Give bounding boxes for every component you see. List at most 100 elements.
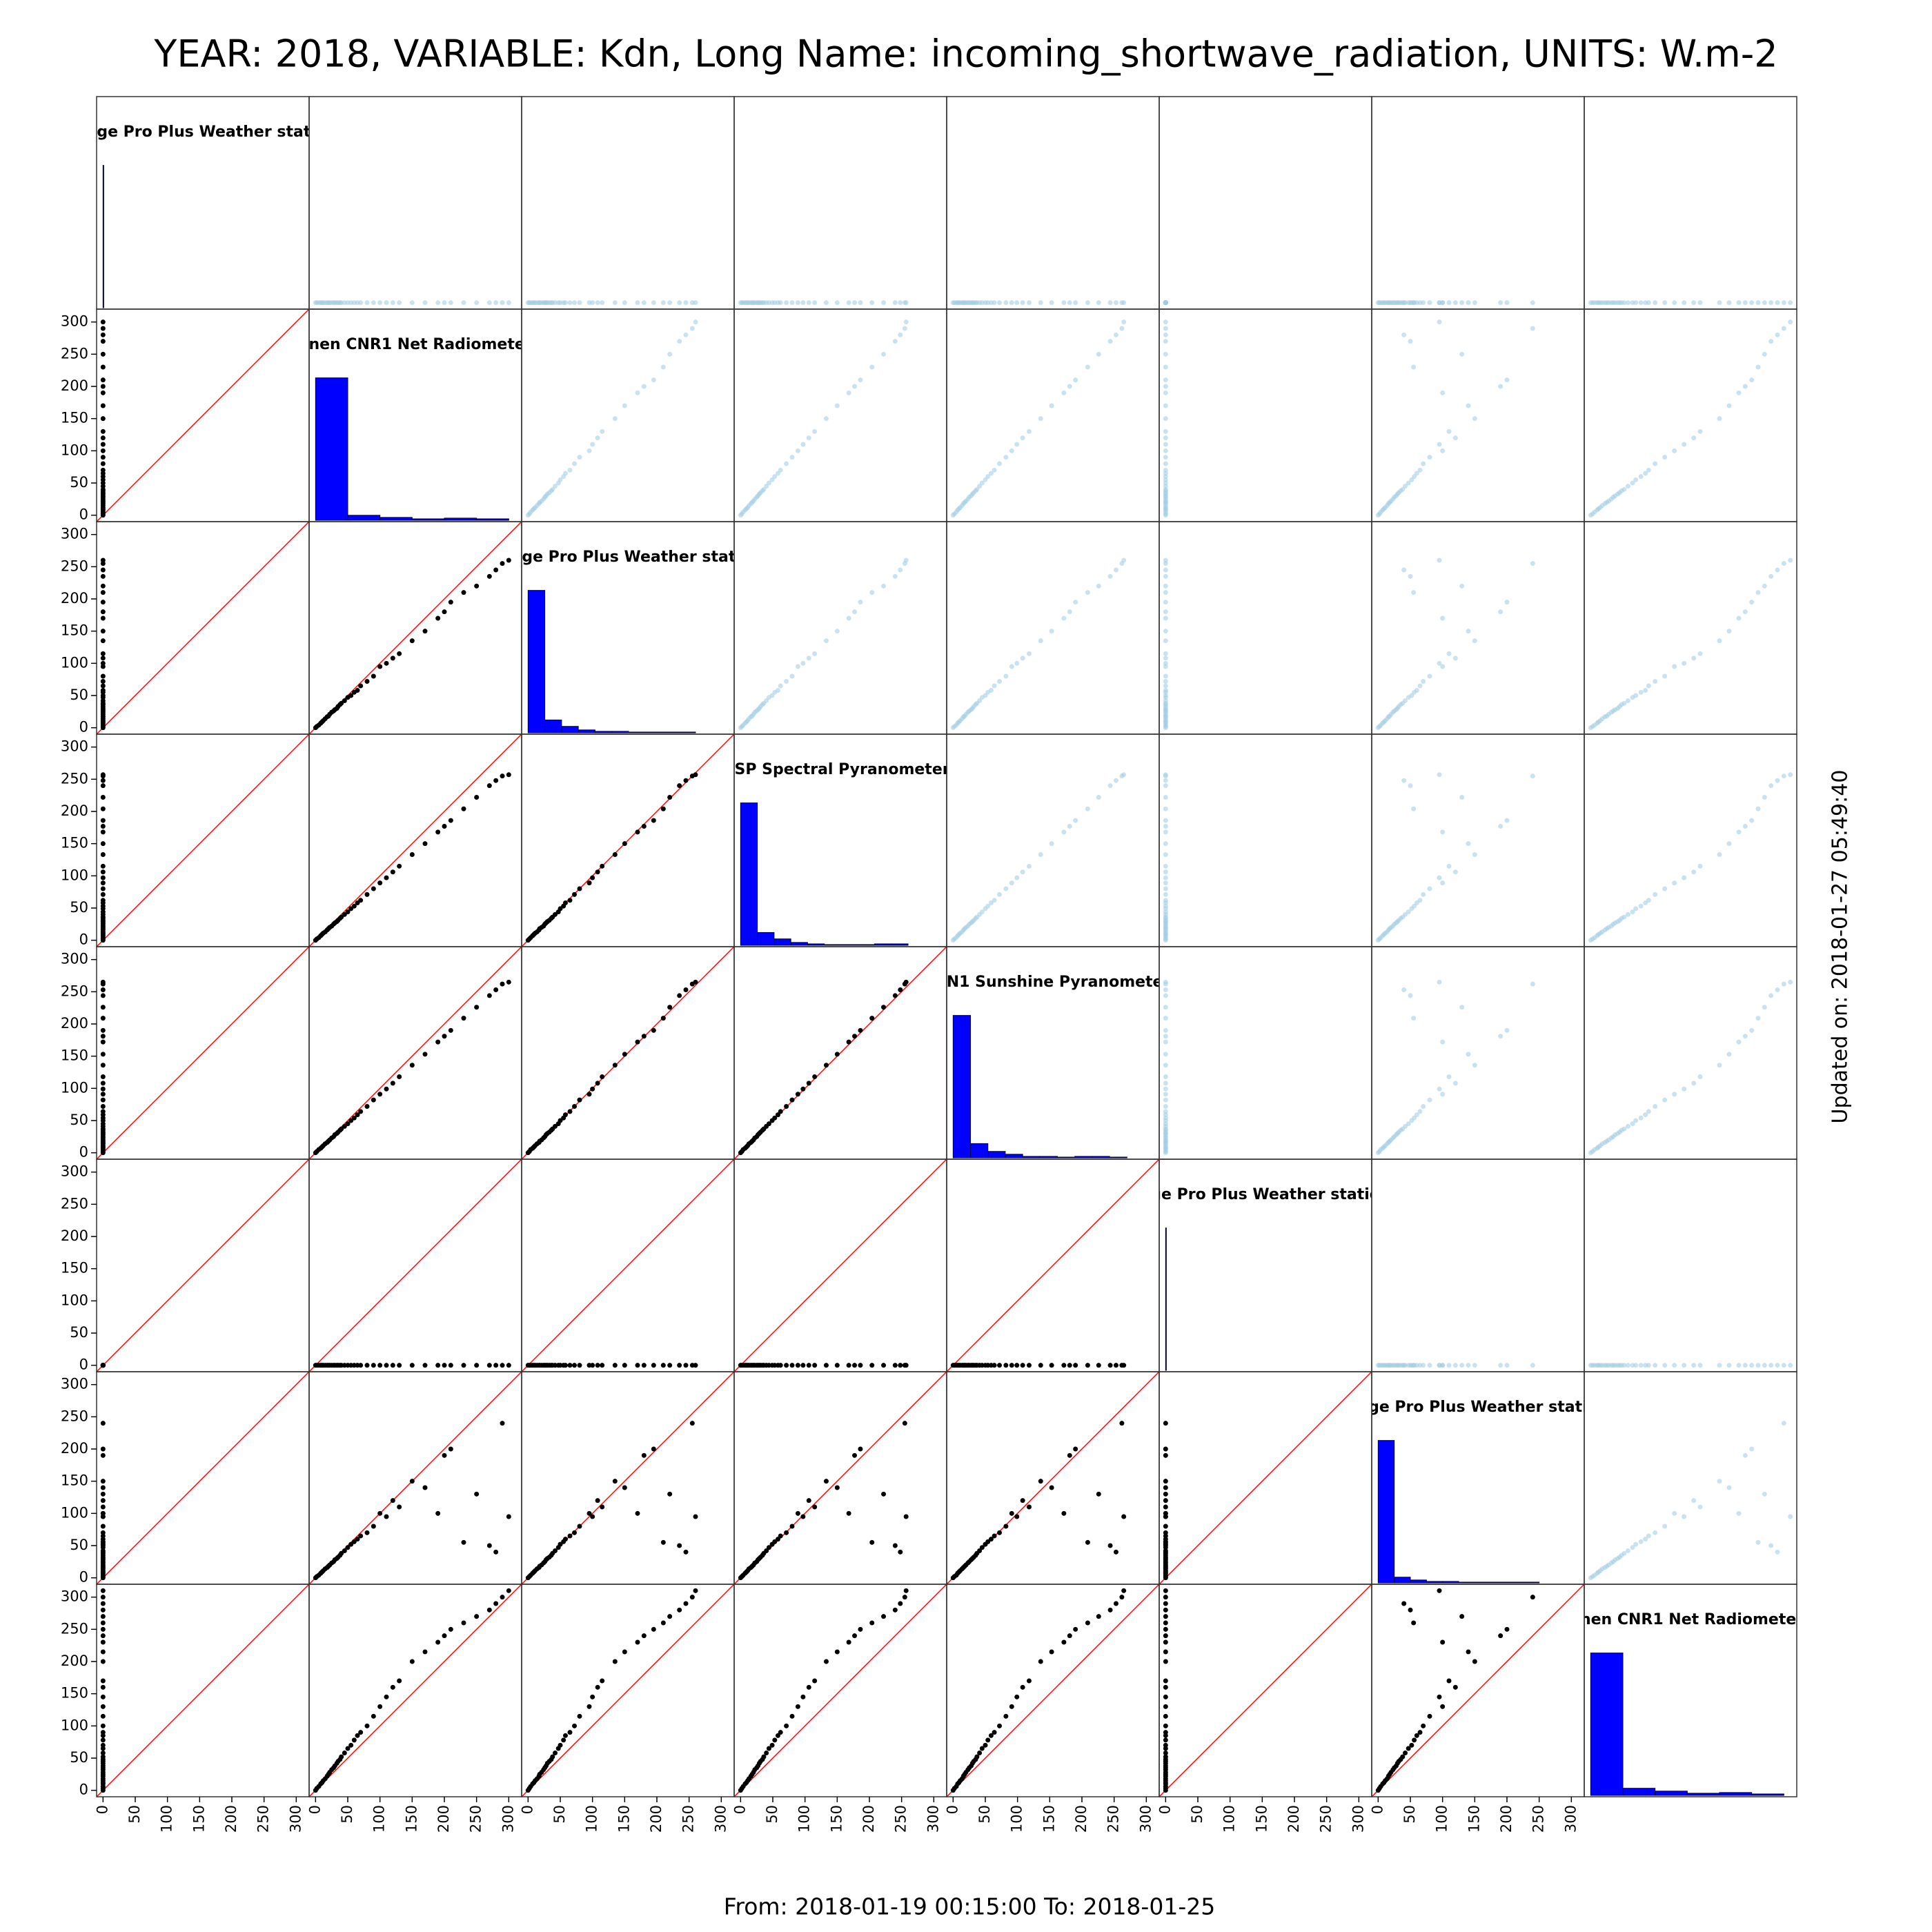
scatter-point-faint [1163, 573, 1168, 579]
scatter-point [903, 979, 909, 985]
scatter-point [1003, 1524, 1009, 1529]
hist-bar [527, 590, 546, 733]
scatter-point [348, 1541, 354, 1547]
scatter-point [660, 806, 666, 811]
scatter-point [1119, 1595, 1125, 1600]
scatter-point [683, 1601, 689, 1606]
scatter-point-faint [1121, 772, 1127, 778]
scatter-point [442, 1452, 447, 1458]
scatter-point [100, 1504, 106, 1510]
scatter-point-faint [1163, 660, 1168, 666]
scatter-point [100, 377, 106, 383]
scatter-point [409, 1659, 415, 1664]
x-tick-label: 300 [500, 1805, 516, 1833]
scatter-point [795, 1363, 800, 1368]
scatter-point-faint [1646, 898, 1651, 903]
scatter-point-faint [1672, 448, 1677, 453]
panel [1588, 319, 1793, 518]
panel [522, 1372, 734, 1584]
scatter-point [422, 1649, 428, 1655]
scatter-point-faint [1653, 891, 1658, 897]
scatter-point-faint [683, 332, 689, 337]
y-tick-label: 300 [61, 1163, 88, 1180]
scatter-point [348, 693, 354, 698]
scatter-point [100, 1694, 106, 1699]
scatter-point [409, 1479, 415, 1484]
scatter-point [442, 1034, 447, 1039]
scatter-point-faint [689, 326, 695, 331]
scatter-point [562, 1363, 568, 1368]
scatter-point-faint [1466, 1052, 1471, 1057]
scatter-point-faint [1625, 300, 1630, 306]
scatter-point [100, 683, 106, 689]
scatter-point-faint [789, 673, 795, 679]
scatter-point-faint [600, 300, 605, 306]
scatter-point [100, 783, 106, 789]
panel [309, 1159, 522, 1372]
scatter-point-faint [577, 300, 582, 306]
scatter-point-faint [1621, 1550, 1627, 1556]
scatter-point [448, 1363, 453, 1368]
scatter-point-faint [1697, 863, 1703, 869]
scatter-point [846, 1363, 851, 1368]
scatter-point [493, 778, 499, 783]
scatter-point-faint [1717, 1063, 1722, 1068]
x-tick-label: 150 [403, 1805, 420, 1833]
scatter-point [100, 428, 106, 434]
scatter-point-faint [1096, 583, 1101, 589]
scatter-point [1009, 1363, 1014, 1368]
scatter-point [358, 1533, 364, 1539]
panel [97, 1372, 309, 1584]
y-tick-label: 50 [70, 1537, 88, 1553]
hist-bar [594, 731, 613, 733]
scatter-point-faint [1009, 880, 1014, 886]
scatter-point [1038, 1479, 1043, 1484]
panel [97, 734, 309, 947]
scatter-point-faint [1417, 683, 1423, 689]
scatter-point [422, 1052, 428, 1057]
scatter-point-faint [1621, 300, 1627, 306]
scatter-point-faint [992, 467, 997, 473]
scatter-point [693, 1514, 698, 1519]
scatter-point-faint [1038, 300, 1043, 306]
panel [1163, 319, 1168, 518]
scatter-point-faint [1437, 300, 1442, 306]
scatter-point [1107, 1543, 1113, 1548]
scatter-point [348, 906, 354, 911]
scatter-point-faint [1697, 1074, 1703, 1080]
panel [947, 1372, 1159, 1584]
scatter-point [461, 1620, 466, 1626]
scatter-point-faint [1788, 319, 1793, 325]
scatter-point [461, 590, 466, 595]
y-tick-label: 300 [61, 738, 88, 755]
scatter-point-faint [1437, 442, 1442, 447]
scatter-point-faint [1073, 300, 1078, 306]
scatter-point [1009, 1510, 1014, 1516]
scatter-point [371, 673, 376, 679]
scatter-point [572, 1103, 578, 1109]
scatter-point-faint [1440, 1092, 1446, 1097]
scatter-point-faint [1682, 300, 1687, 306]
scatter-point [892, 993, 898, 998]
panel [1163, 300, 1168, 306]
scatter-point [586, 1704, 592, 1709]
panel [97, 309, 309, 522]
scatter-point-faint [1630, 1545, 1635, 1550]
scatter-point [506, 1588, 511, 1593]
scatter-point [553, 1123, 558, 1129]
scatter-point [351, 903, 357, 909]
scatter-point-faint [1163, 823, 1168, 829]
scatter-point [660, 1016, 666, 1021]
scatter-point [100, 384, 106, 389]
reference-line [947, 1159, 1159, 1372]
scatter-point [641, 1363, 647, 1368]
scatter-point [100, 364, 106, 370]
scatter-point-faint [1096, 300, 1101, 306]
scatter-point-faint [1163, 1081, 1168, 1086]
panel [1372, 1584, 1584, 1797]
scatter-point [800, 1514, 806, 1519]
scatter-point [435, 1039, 441, 1045]
scatter-point [345, 1746, 351, 1751]
scatter-point-faint [898, 300, 903, 306]
